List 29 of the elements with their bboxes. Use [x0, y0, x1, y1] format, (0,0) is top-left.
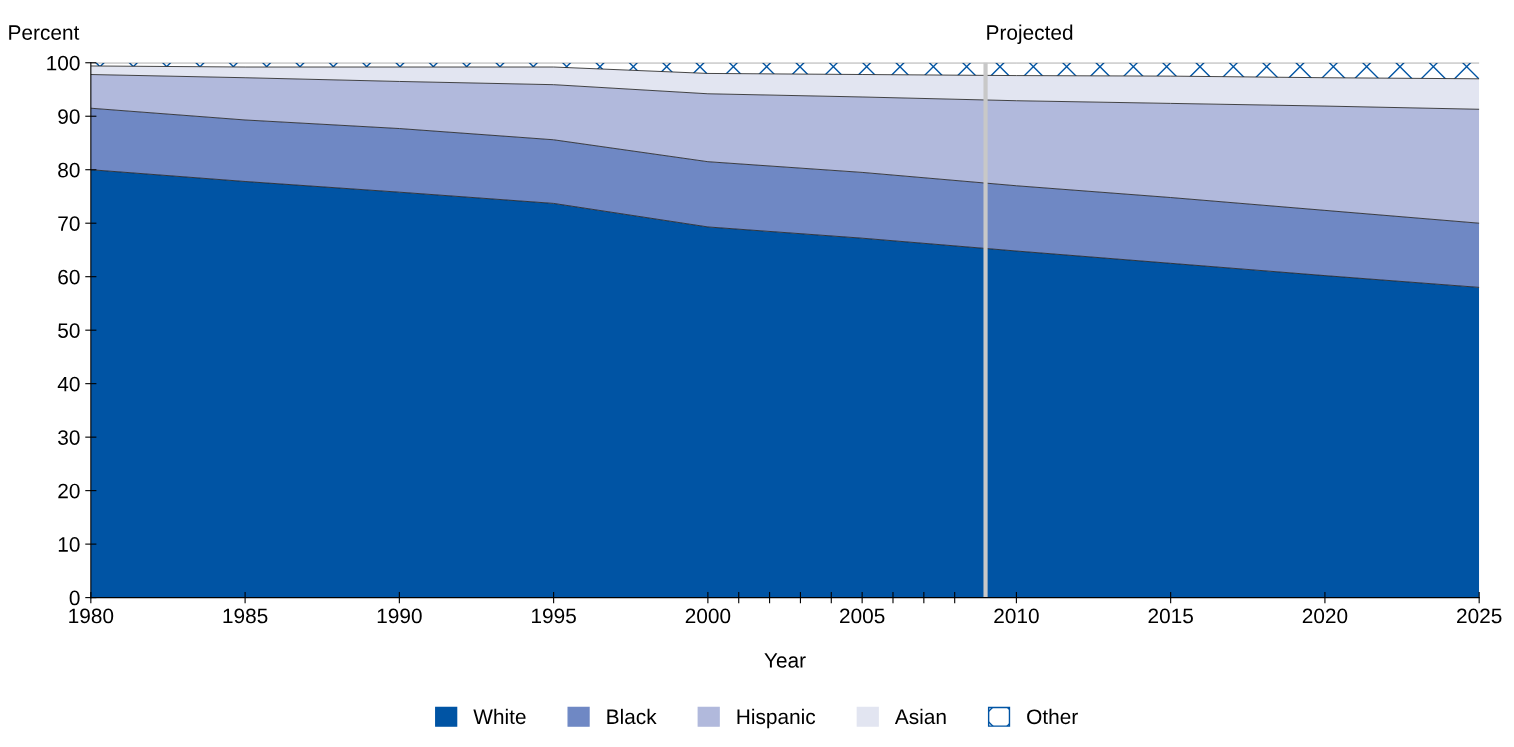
legend-label: Hispanic: [737, 708, 816, 729]
legend-label: Asian: [894, 708, 946, 725]
y-tick-label: 80: [58, 162, 80, 178]
y-tick-label: 40: [57, 376, 80, 392]
x-tick-label: 2015: [1148, 608, 1193, 624]
x-tick-label: 2020: [1302, 608, 1348, 624]
x-tick-label: 2025: [1457, 608, 1502, 624]
legend-label: Other: [1027, 708, 1078, 725]
x-tick-label: 1980: [69, 608, 114, 624]
x-tick-label: 1990: [377, 608, 422, 624]
y-tick-label: 90: [58, 109, 80, 124]
y-tick-label: 20: [58, 483, 80, 499]
x-tick-label: 2005: [840, 608, 885, 624]
x-axis-title: Year: [764, 653, 806, 668]
y-axis-title: Percent: [9, 25, 80, 40]
x-tick-label: 2010: [994, 608, 1039, 624]
y-tick-label: 0: [69, 590, 80, 606]
y-tick-label: 70: [58, 216, 80, 231]
y-tick-label: 30: [58, 430, 80, 445]
y-tick-label: 60: [58, 269, 80, 285]
legend-label: Black: [607, 708, 657, 725]
y-tick-label: 50: [58, 323, 80, 338]
x-tick-label: 1995: [532, 608, 576, 624]
legend-label: White: [473, 708, 526, 725]
y-tick-label: 100: [47, 55, 80, 71]
x-tick-label: 2000: [685, 608, 731, 624]
x-tick-label: 1985: [223, 608, 268, 624]
y-tick-label: 10: [58, 537, 80, 552]
ref-line-label: Projected: [987, 24, 1073, 45]
